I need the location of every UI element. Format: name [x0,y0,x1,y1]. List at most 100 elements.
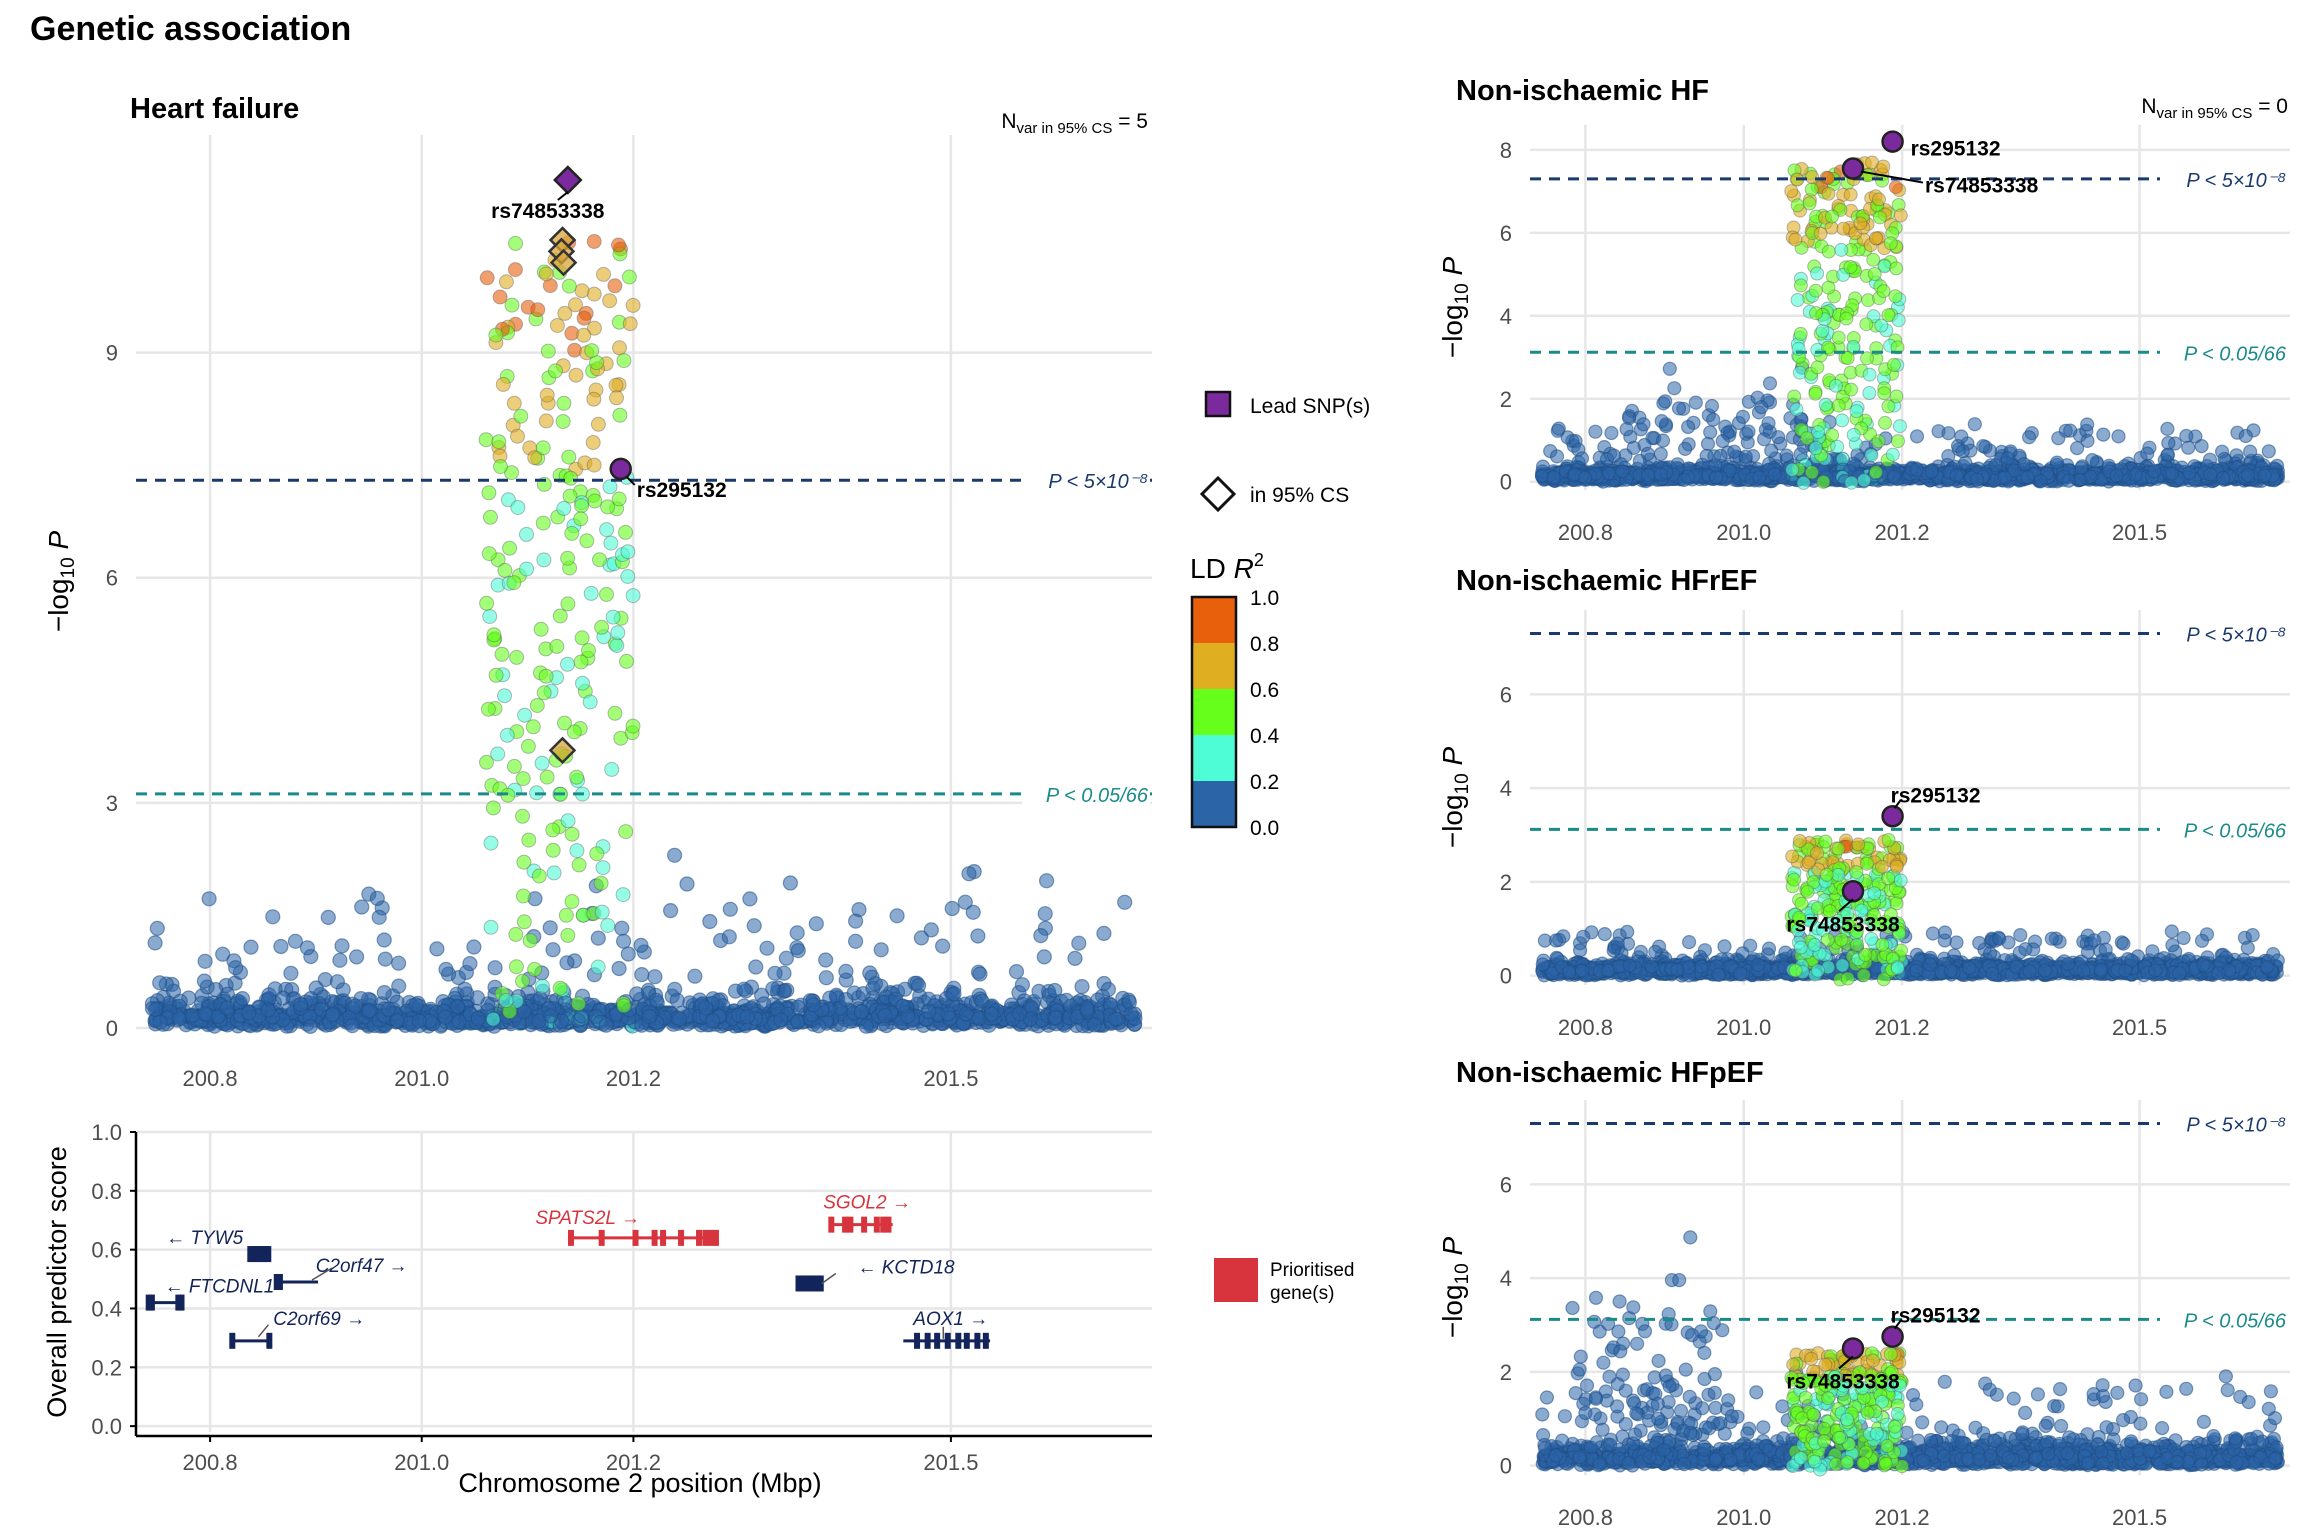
snp-point [1831,330,1846,345]
snp-point [1864,448,1879,463]
snp-point [1601,466,1617,481]
y-tick-label: 6 [1500,221,1512,246]
snp-point [510,500,526,515]
snp-point [590,930,606,946]
snp-point [1619,422,1634,437]
gene-exon [805,1275,812,1292]
snp-point [287,933,303,949]
gene-exon [148,1294,155,1311]
snp-point [582,694,598,710]
snp-point [736,981,752,997]
snp-point [510,428,525,444]
snp-point [584,343,600,359]
snp-point [847,913,864,929]
x-tick-label: 201.5 [923,1066,978,1091]
snp-point [1808,441,1823,456]
snp-point [302,1018,318,1035]
snp-point [293,996,309,1013]
snp-point [1789,402,1804,417]
snp-point [564,525,580,541]
snp-point [148,1001,164,1018]
snp-point [586,234,602,249]
snp-point [1762,376,1778,391]
snp-point [1764,443,1779,458]
snp-point [545,942,561,958]
snp-point [1785,462,1800,477]
snp-point [2013,927,2028,943]
snp-point [1779,448,1794,463]
snp-point [482,509,498,525]
snp-point [569,843,585,859]
snp-point [536,685,552,701]
snp-point [152,1014,168,1030]
snp-point [485,800,501,816]
threshold-label: P < 0.05/66 [1046,785,1149,807]
snp-point [545,822,561,838]
snp-point [1886,357,1901,372]
snp-point [742,891,758,907]
snp-point [451,1013,467,1030]
label-leader [821,1272,837,1285]
snp-point [2128,467,2143,482]
snp-point [1843,187,1858,202]
snp-point [329,974,345,990]
snp-point [1033,927,1049,944]
snp-point [610,625,626,641]
snp-point [1821,280,1836,295]
snp-point [2216,470,2231,486]
snp-points [1535,833,2285,987]
snp-point [481,485,497,501]
snp-point [618,824,634,840]
snp-point [1872,192,1886,207]
snp-point [1954,429,1969,444]
gene-label: AOX1 → [912,1309,988,1330]
y-tick-label: 0 [1500,470,1512,495]
snp-point [1096,925,1112,942]
snp-point [534,978,550,994]
snp-point [2116,936,2131,951]
snp-point [376,984,392,1001]
snp-point [517,707,533,723]
snp-point [563,470,579,486]
snp-point [625,718,641,734]
gene-exon [847,1216,854,1233]
snp-point [470,1010,486,1027]
snp-point [545,842,561,858]
snp-point [1577,470,1593,485]
snp-point [1784,184,1799,199]
snp-point [2061,473,2076,488]
snp-point [487,960,503,976]
snp-point [974,993,990,1009]
snp-point [243,939,259,955]
snp-point [485,1011,501,1027]
snp-point [1662,361,1677,376]
x-tick-label: 201.0 [1716,520,1771,545]
snp-point [612,340,627,356]
snp-point [558,907,574,923]
snp-point [535,440,551,456]
snp-point [1849,404,1864,419]
snp-point [542,920,558,936]
snp-point [561,449,577,465]
snp-point [557,305,573,321]
snp-point [196,973,212,989]
snp-point [1825,428,1840,443]
snp-point [589,846,605,862]
gene-exon [861,1216,868,1233]
snp-point [506,395,522,411]
snp-point [858,1018,874,1034]
gene-exon [799,1275,806,1292]
snp-point [1788,232,1803,247]
snp-point [1830,439,1845,454]
snp-point [493,459,508,475]
snp-point [568,367,584,383]
snp-points [144,234,1143,1035]
snp-point [498,274,514,290]
y-axis-label: −log10 P [43,531,79,633]
snp-point [585,435,601,450]
snp-point [1597,926,1612,942]
y-tick-label: 0.0 [91,1414,122,1439]
snp-point [539,769,555,785]
snp-point [1887,469,1902,484]
gene-kctd18: ← KCTD18 [795,1257,955,1292]
